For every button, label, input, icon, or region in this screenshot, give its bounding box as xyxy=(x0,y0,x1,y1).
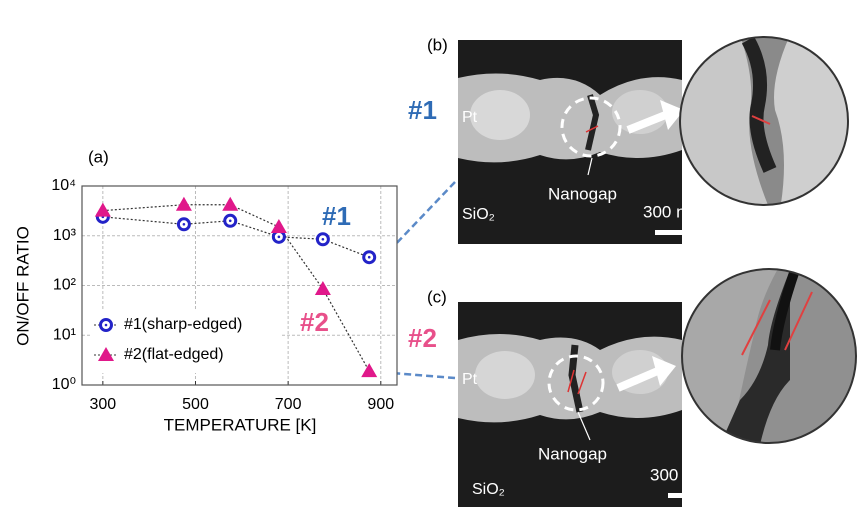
feature-label: Nanogap xyxy=(548,184,617,203)
x-tick-label: 500 xyxy=(182,396,209,413)
y-tick-label: 10⁴ xyxy=(51,177,76,194)
annotation: #1 xyxy=(322,201,351,231)
x-tick-label: 700 xyxy=(275,396,302,413)
y-tick-label: 10² xyxy=(53,277,77,294)
legend-label: #1(sharp-edged) xyxy=(124,316,242,333)
data-point xyxy=(178,219,189,230)
sem-image-b: Pt SiO₂ Nanogap 300 nm xyxy=(458,40,715,244)
substrate-label: SiO₂ xyxy=(462,206,495,223)
y-axis-label: ON/OFF RATIO xyxy=(13,226,32,346)
electrode-label: Pt xyxy=(462,371,478,388)
substrate-label: SiO₂ xyxy=(472,481,505,498)
sample-label: #2 xyxy=(408,323,437,353)
figure: Pt SiO₂ Nanogap 300 nm (b) #1 Pt SiO₂ Na… xyxy=(0,0,859,507)
data-point xyxy=(364,252,375,263)
y-tick-label: 10¹ xyxy=(53,326,76,343)
data-point xyxy=(101,320,112,331)
y-tick-label: 10³ xyxy=(53,227,77,244)
y-tick-label: 10⁰ xyxy=(52,376,76,393)
marker-dot xyxy=(229,219,232,222)
x-tick-label: 900 xyxy=(367,396,394,413)
marker-dot xyxy=(278,236,281,239)
scale-bar-label: 300 nm xyxy=(650,465,707,484)
marker-dot xyxy=(105,324,108,327)
electrode-label: Pt xyxy=(462,109,478,126)
marker-dot xyxy=(368,256,371,259)
sem-image-c: Pt SiO₂ Nanogap 300 nm xyxy=(458,302,712,507)
panel-label: (c) xyxy=(427,287,447,306)
panel-label: (b) xyxy=(427,35,448,54)
marker-dot xyxy=(322,238,325,241)
sample-label: #1 xyxy=(408,95,437,125)
zoom-b xyxy=(676,35,859,210)
data-point xyxy=(317,234,328,245)
marker-dot xyxy=(183,223,186,226)
x-axis-label: TEMPERATURE [K] xyxy=(164,415,317,434)
annotation: #2 xyxy=(300,307,329,337)
feature-label: Nanogap xyxy=(538,444,607,463)
data-point xyxy=(273,231,284,242)
plot: 10⁰ 10¹ 10² 10³ 10⁴ 300 500 700 900 #1(sharp-edge… xyxy=(51,177,397,413)
data-point xyxy=(225,215,236,226)
scale-bar-label: 300 nm xyxy=(643,202,700,221)
panel-label: (a) xyxy=(88,147,109,166)
x-tick-label: 300 xyxy=(89,396,116,413)
legend-label: #2(flat-edged) xyxy=(124,346,224,363)
